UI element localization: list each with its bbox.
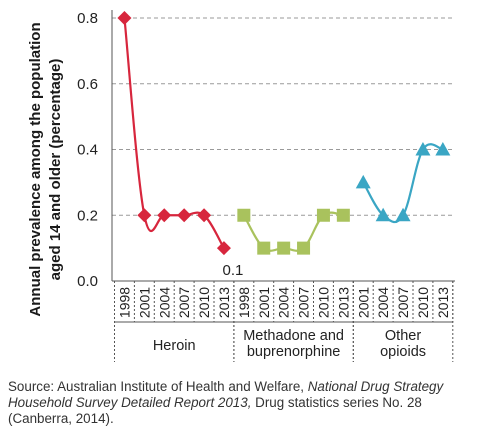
data-point-diamond: [117, 11, 132, 25]
x-tick-label: 2007: [395, 287, 411, 318]
x-tick-label: 2010: [415, 287, 431, 318]
y-tick-label: 0.8: [77, 10, 98, 27]
data-point-triangle: [415, 142, 431, 156]
x-tick-label: 2004: [156, 287, 172, 318]
data-point-triangle: [395, 207, 411, 222]
data-point-square: [336, 208, 350, 222]
annotations: 0.1: [223, 262, 244, 279]
x-tick-label: 2007: [296, 287, 312, 318]
data-point-triangle: [435, 142, 451, 156]
y-tick-labels: 0.0 0.2 0.4 0.6 0.8: [77, 10, 98, 290]
y-tick-label: 0.4: [77, 142, 98, 159]
data-label: 0.1: [223, 262, 244, 279]
x-tick-label: 2013: [216, 287, 232, 318]
source-suffix: Drug statistics series No. 28 (Canberra,…: [8, 395, 422, 426]
x-group-label: opioids: [380, 344, 426, 360]
x-tick-label: 2013: [435, 287, 451, 318]
x-tick-label: 1998: [116, 287, 132, 318]
data-point-square: [237, 208, 251, 222]
opioid-prevalence-chart: 0.0 0.2 0.4 0.6 0.8 Annual prevalence among …: [27, 10, 455, 362]
x-group-label: Other: [385, 328, 421, 344]
y-tick-label: 0.6: [77, 76, 98, 93]
series-lines: [123, 17, 444, 252]
data-point-square: [316, 208, 330, 222]
data-point-square: [277, 241, 291, 255]
source-title: National Drug Strategy Household Survey …: [8, 379, 444, 410]
x-tick-label: 2013: [335, 287, 351, 318]
x-tick-label: 2004: [375, 287, 391, 318]
x-group-label: Methadone and: [243, 328, 344, 344]
data-point-diamond: [177, 208, 192, 223]
y-tick-label: 0.2: [77, 207, 98, 224]
data-point-triangle: [355, 174, 371, 189]
data-point-square: [257, 241, 271, 255]
y-axis-title-line: Annual prevalence among the population: [27, 22, 44, 316]
y-tick-label: 0.0: [77, 273, 98, 290]
x-tick-label: 2010: [196, 287, 212, 318]
x-tick-label: 2004: [276, 287, 292, 318]
y-axis-title: Annual prevalence among the population ag…: [27, 22, 64, 316]
source-caption: Source: Australian Institute of Health a…: [8, 379, 473, 427]
data-point-triangle: [375, 207, 391, 222]
axes: [111, 10, 455, 282]
y-axis-title-line: aged 14 and older (percentage): [47, 59, 64, 281]
x-tick-label: 2001: [355, 287, 371, 318]
data-point-diamond: [216, 241, 231, 256]
source-prefix: Source: Australian Institute of Health a…: [8, 379, 308, 394]
data-point-square: [297, 241, 311, 255]
x-tick-label: 2001: [256, 287, 272, 318]
x-group-label: buprenorphine: [247, 344, 341, 360]
data-point-diamond: [157, 208, 172, 223]
data-point-diamond: [137, 208, 152, 223]
x-tick-label: 1998: [236, 287, 252, 318]
x-tick-label: 2007: [176, 287, 192, 318]
x-tick-label: 2001: [136, 287, 152, 318]
x-group-label: Heroin: [153, 338, 196, 354]
x-tick-label: 2010: [315, 287, 331, 318]
data-point-diamond: [197, 208, 212, 223]
grid-lines: [112, 17, 455, 216]
series-markers: [117, 11, 451, 256]
